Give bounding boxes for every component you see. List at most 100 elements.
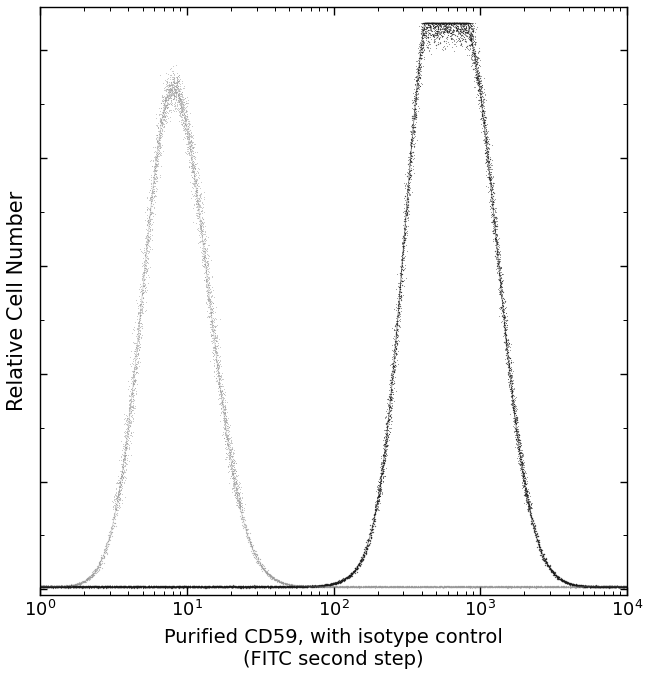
Point [480,105,490,116]
Point [174,581,185,592]
Point [210,581,220,592]
Point [396,250,406,261]
Point [79,575,90,586]
Point [419,37,429,48]
Point [45,581,55,592]
Point [469,581,479,592]
Point [515,581,526,592]
Point [366,581,376,592]
Point [450,24,461,35]
Point [146,208,156,219]
Point [57,581,68,592]
Point [183,126,194,137]
Point [104,533,114,544]
Point [136,318,146,329]
Point [616,581,627,592]
Point [203,282,214,293]
Point [174,76,185,87]
Point [480,581,490,592]
Point [396,276,407,287]
Point [155,581,166,592]
Point [499,318,510,329]
Point [124,404,135,414]
Point [545,564,555,575]
Point [431,19,441,30]
Point [322,581,332,592]
Point [177,110,188,121]
Point [450,18,460,28]
Point [479,118,489,128]
Point [114,486,124,497]
Point [604,581,614,592]
Point [87,581,98,592]
Point [191,210,202,220]
Point [203,286,213,297]
Point [439,18,450,28]
Point [194,230,204,241]
Point [427,18,437,28]
Point [62,581,73,592]
Point [292,580,303,591]
Point [478,106,488,117]
Point [246,539,256,550]
Point [129,347,140,358]
Point [159,582,170,593]
Point [421,581,432,592]
Point [43,581,53,592]
Point [529,581,539,592]
Point [68,579,79,590]
Point [190,175,200,186]
Point [85,572,96,583]
Point [151,137,162,147]
Point [97,556,107,566]
Point [475,581,486,592]
Point [440,581,450,592]
Point [272,575,283,585]
Point [460,582,470,593]
Point [116,471,127,482]
Point [175,82,185,93]
Point [469,581,480,592]
Point [216,388,227,399]
Point [430,25,441,36]
Point [567,579,578,590]
Point [534,539,545,550]
Point [309,582,319,593]
Point [198,581,208,592]
Point [158,581,168,592]
Point [504,361,515,372]
Point [172,72,182,83]
Point [157,119,167,130]
Point [203,251,214,262]
Point [386,402,396,412]
Point [170,84,180,95]
Point [413,106,424,117]
Point [235,497,245,508]
Point [316,581,326,592]
Point [456,22,467,33]
Point [240,523,251,534]
Point [411,110,421,121]
Point [253,582,263,593]
Point [353,581,363,592]
Point [540,560,550,571]
Point [176,581,187,592]
Point [140,224,151,235]
Point [183,581,193,592]
Point [523,494,533,505]
Point [413,63,423,74]
Point [413,75,423,86]
Point [266,581,276,592]
Point [320,579,330,589]
Point [143,258,153,268]
Point [142,220,152,231]
Point [500,343,510,354]
Point [389,582,400,593]
Point [374,495,384,506]
Point [491,232,501,243]
Point [287,581,298,592]
Point [153,151,163,162]
Point [278,577,288,588]
Point [503,581,514,592]
Point [469,47,479,58]
